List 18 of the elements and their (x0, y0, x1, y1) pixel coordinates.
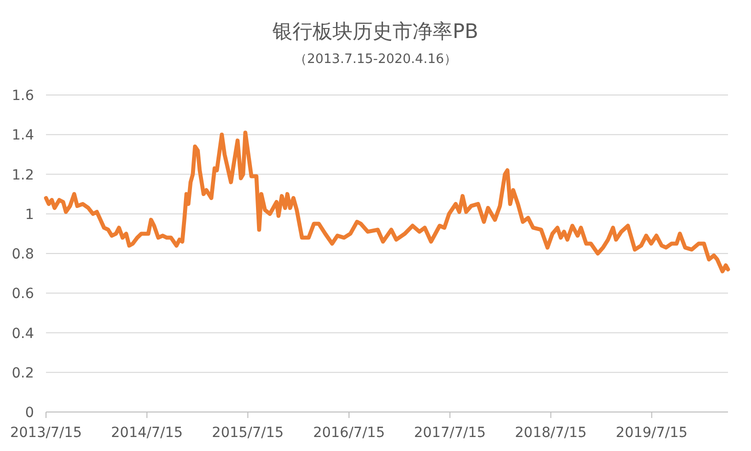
y-tick-label: 1.2 (12, 167, 34, 184)
title: 银行板块历史市净率PB (272, 19, 478, 43)
y-tick-label: 1.4 (12, 128, 34, 144)
y-tick-label: 0.4 (12, 326, 34, 342)
x-tick-label: 2017/7/15 (414, 425, 486, 441)
y-tick-label: 1 (25, 206, 34, 223)
x-tick-label: 2013/7/15 (10, 425, 82, 441)
x-tick-label: 2015/7/15 (212, 425, 284, 441)
y-tick-label: 0.2 (12, 365, 34, 382)
x-tick-label: 2014/7/15 (111, 425, 183, 441)
y-tick-label: 1.6 (12, 88, 34, 104)
y-tick-label: 0.8 (12, 246, 34, 262)
x-tick-label: 2016/7/15 (313, 425, 385, 441)
x-tick-label: 2018/7/15 (514, 425, 587, 441)
subtitle: （2013.7.15-2020.4.16） (294, 52, 457, 67)
y-tick-label: 0 (25, 405, 34, 421)
x-tick-label: 2019/7/15 (616, 425, 688, 441)
y-tick-label: 0.6 (12, 286, 34, 302)
